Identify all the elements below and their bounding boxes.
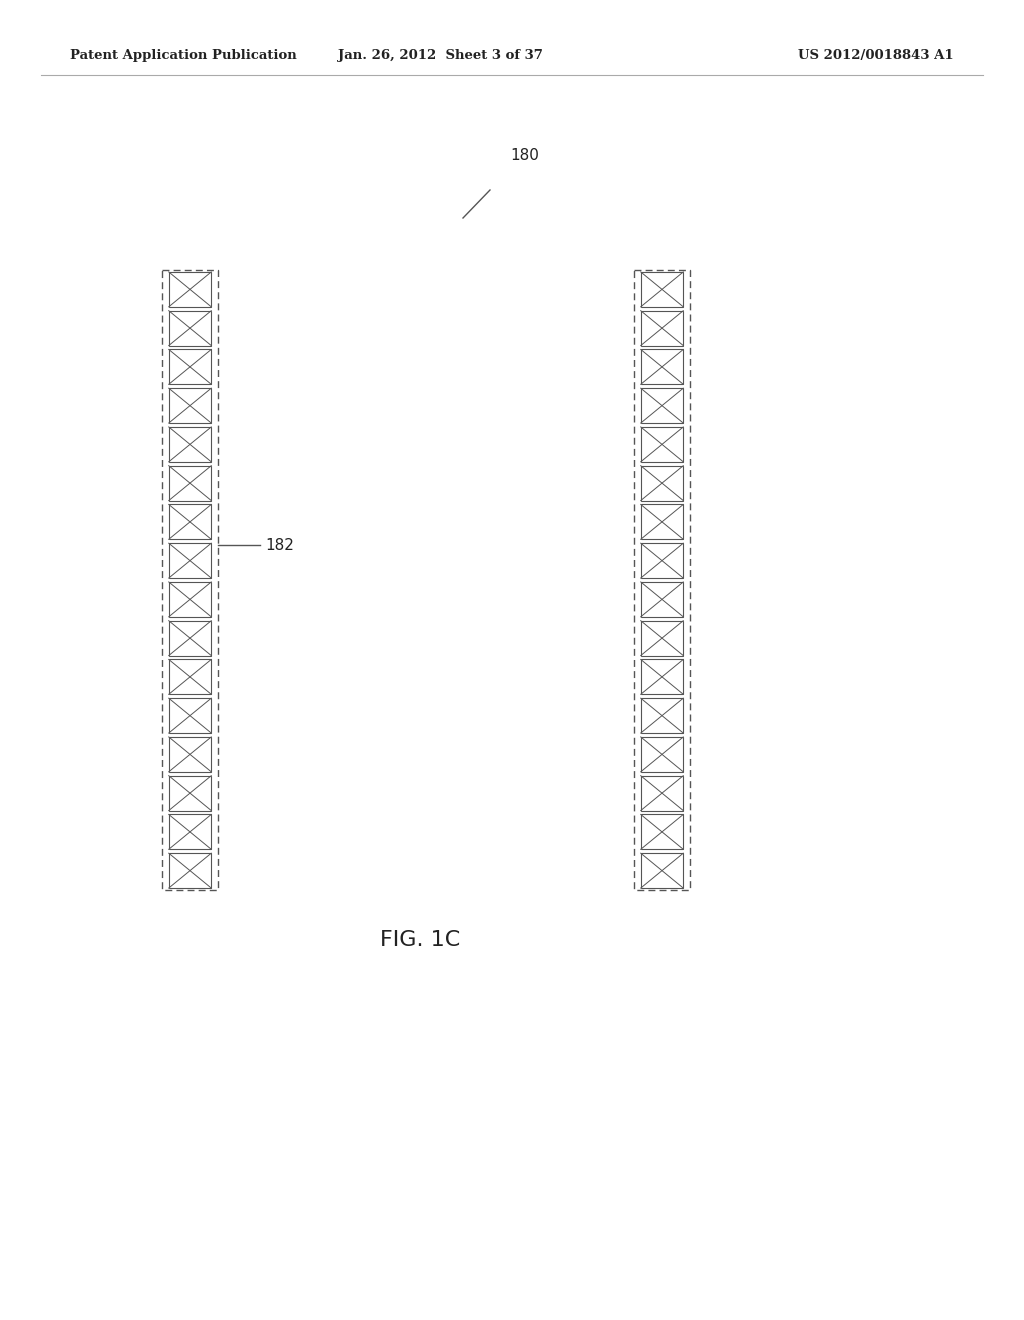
Bar — [641, 620, 683, 656]
Bar — [641, 776, 683, 810]
Bar — [169, 660, 211, 694]
Bar — [169, 272, 211, 306]
Bar — [641, 466, 683, 500]
Bar — [169, 776, 211, 810]
Text: 182: 182 — [265, 537, 294, 553]
Bar — [641, 853, 683, 888]
Bar — [169, 737, 211, 772]
Text: FIG. 1C: FIG. 1C — [380, 931, 460, 950]
Bar — [169, 814, 211, 849]
Bar — [641, 737, 683, 772]
Bar — [634, 271, 690, 890]
Bar — [169, 466, 211, 500]
Bar — [641, 388, 683, 424]
Bar — [169, 426, 211, 462]
Bar — [641, 582, 683, 616]
Bar — [162, 271, 218, 890]
Bar — [641, 698, 683, 733]
Bar — [641, 350, 683, 384]
Bar — [641, 504, 683, 540]
Bar — [169, 582, 211, 616]
Text: Patent Application Publication: Patent Application Publication — [70, 49, 297, 62]
Bar — [169, 698, 211, 733]
Bar — [169, 853, 211, 888]
Bar — [169, 504, 211, 540]
Bar — [169, 544, 211, 578]
Bar — [641, 272, 683, 306]
Bar — [641, 426, 683, 462]
Bar — [641, 660, 683, 694]
Bar — [169, 350, 211, 384]
Bar — [169, 620, 211, 656]
Text: 180: 180 — [510, 148, 539, 162]
Text: US 2012/0018843 A1: US 2012/0018843 A1 — [799, 49, 954, 62]
Bar — [641, 544, 683, 578]
Bar — [641, 310, 683, 346]
Bar — [169, 310, 211, 346]
Bar — [641, 814, 683, 849]
Bar — [169, 388, 211, 424]
Text: Jan. 26, 2012  Sheet 3 of 37: Jan. 26, 2012 Sheet 3 of 37 — [338, 49, 543, 62]
